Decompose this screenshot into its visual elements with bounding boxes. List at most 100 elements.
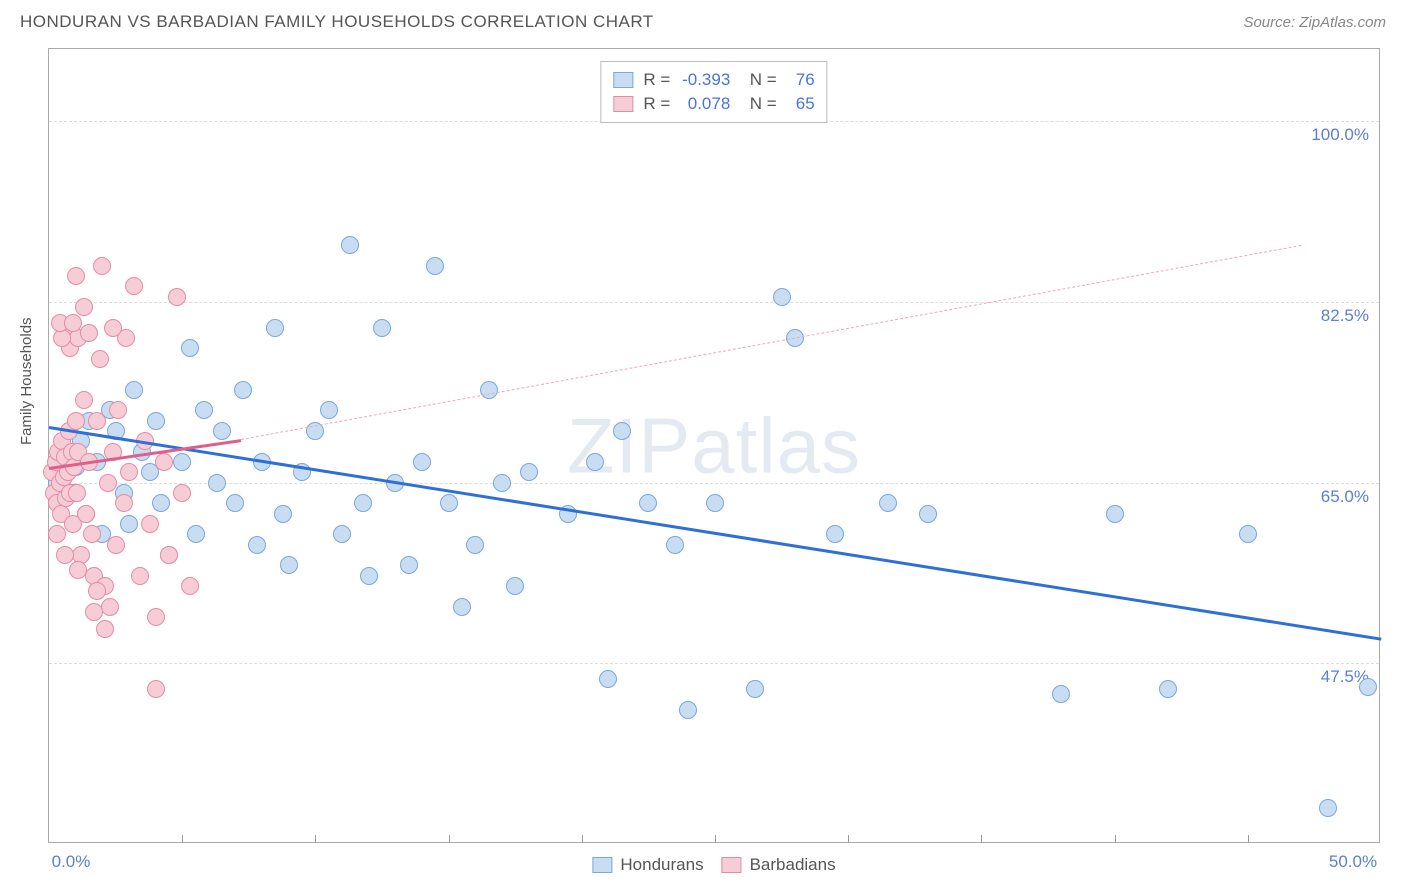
trend-line <box>241 245 1301 440</box>
data-point <box>679 701 697 719</box>
correlation-legend: R =-0.393 N =76R =0.078 N =65 <box>600 61 827 123</box>
data-point <box>1159 680 1177 698</box>
data-point <box>506 577 524 595</box>
data-point <box>213 422 231 440</box>
data-point <box>173 453 191 471</box>
y-tick-label: 65.0% <box>1321 487 1369 507</box>
data-point <box>440 494 458 512</box>
gridline <box>49 663 1379 664</box>
data-point <box>639 494 657 512</box>
data-point <box>107 536 125 554</box>
x-tick <box>582 835 583 843</box>
scatter-chart: ZIPatlas 47.5%65.0%82.5%100.0%0.0%50.0%R… <box>48 48 1380 843</box>
data-point <box>104 319 122 337</box>
data-point <box>181 339 199 357</box>
data-point <box>226 494 244 512</box>
data-point <box>83 525 101 543</box>
data-point <box>88 412 106 430</box>
data-point <box>1359 678 1377 696</box>
data-point <box>141 515 159 533</box>
data-point <box>493 474 511 492</box>
data-point <box>480 381 498 399</box>
data-point <box>120 515 138 533</box>
data-point <box>453 598 471 616</box>
data-point <box>426 257 444 275</box>
data-point <box>88 582 106 600</box>
data-point <box>68 484 86 502</box>
data-point <box>400 556 418 574</box>
x-tick <box>715 835 716 843</box>
y-tick-label: 100.0% <box>1311 125 1369 145</box>
legend-row: R =-0.393 N =76 <box>613 68 814 92</box>
data-point <box>147 680 165 698</box>
data-point <box>99 474 117 492</box>
data-point <box>1052 685 1070 703</box>
series-legend: Hondurans Barbadians <box>592 855 835 875</box>
x-tick <box>1115 835 1116 843</box>
data-point <box>56 546 74 564</box>
x-tick <box>182 835 183 843</box>
x-tick <box>1248 835 1249 843</box>
legend-item: Barbadians <box>722 855 836 875</box>
x-tick-label: 50.0% <box>1329 852 1377 872</box>
data-point <box>341 236 359 254</box>
r-label: R = <box>643 94 670 114</box>
data-point <box>280 556 298 574</box>
x-tick <box>449 835 450 843</box>
data-point <box>208 474 226 492</box>
data-point <box>80 324 98 342</box>
data-point <box>466 536 484 554</box>
data-point <box>354 494 372 512</box>
data-point <box>413 453 431 471</box>
data-point <box>115 494 133 512</box>
data-point <box>75 391 93 409</box>
legend-label: Barbadians <box>750 855 836 875</box>
data-point <box>1239 525 1257 543</box>
data-point <box>75 298 93 316</box>
gridline <box>49 483 1379 484</box>
legend-swatch <box>592 857 612 873</box>
data-point <box>181 577 199 595</box>
data-point <box>746 680 764 698</box>
x-tick-label: 0.0% <box>52 852 91 872</box>
trend-line <box>49 426 1381 641</box>
data-point <box>373 319 391 337</box>
data-point <box>266 319 284 337</box>
data-point <box>360 567 378 585</box>
data-point <box>706 494 724 512</box>
chart-title: HONDURAN VS BARBADIAN FAMILY HOUSEHOLDS … <box>20 12 654 32</box>
data-point <box>826 525 844 543</box>
legend-swatch <box>722 857 742 873</box>
gridline <box>49 302 1379 303</box>
legend-row: R =0.078 N =65 <box>613 92 814 116</box>
data-point <box>773 288 791 306</box>
legend-label: Hondurans <box>620 855 703 875</box>
data-point <box>120 463 138 481</box>
data-point <box>64 314 82 332</box>
data-point <box>53 329 71 347</box>
data-point <box>879 494 897 512</box>
data-point <box>96 620 114 638</box>
data-point <box>320 401 338 419</box>
data-point <box>93 257 111 275</box>
data-point <box>67 267 85 285</box>
data-point <box>187 525 205 543</box>
data-point <box>613 422 631 440</box>
y-tick-label: 82.5% <box>1321 306 1369 326</box>
data-point <box>152 494 170 512</box>
y-axis-label: Family Households <box>18 317 35 445</box>
data-point <box>333 525 351 543</box>
legend-swatch <box>613 72 633 88</box>
data-point <box>67 412 85 430</box>
r-value: 0.078 <box>680 94 730 114</box>
data-point <box>599 670 617 688</box>
data-point <box>520 463 538 481</box>
data-point <box>125 277 143 295</box>
data-point <box>48 525 66 543</box>
data-point <box>1319 799 1337 817</box>
n-label: N = <box>740 94 776 114</box>
chart-source: Source: ZipAtlas.com <box>1243 14 1386 31</box>
data-point <box>131 567 149 585</box>
legend-swatch <box>613 96 633 112</box>
data-point <box>1106 505 1124 523</box>
